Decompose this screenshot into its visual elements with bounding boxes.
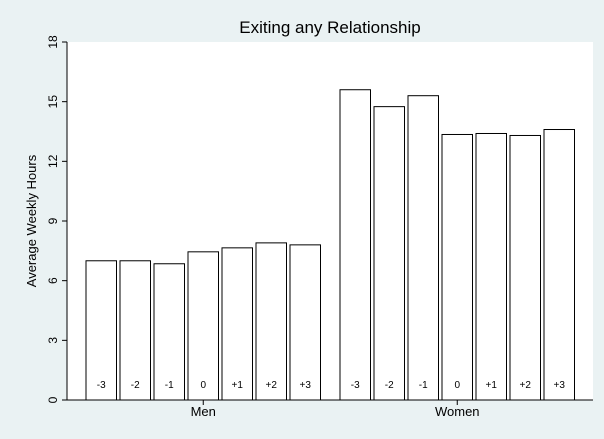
bar-label-men-4: +1 (232, 380, 244, 391)
y-tick-label-9: 9 (46, 217, 60, 224)
bar-label-men-3: 0 (200, 380, 206, 391)
bar-men-1 (119, 260, 151, 401)
bar-label-women-6: +3 (554, 380, 566, 391)
bar-men-4 (221, 247, 253, 401)
bar-label-women-5: +2 (520, 380, 532, 391)
y-tick-label-6: 6 (46, 277, 60, 284)
bar-men-3 (187, 251, 219, 401)
y-tick-label-0: 0 (46, 396, 60, 403)
bars: -3 -2 -1 0 +1 +2 +3 Men -3 -2 -1 0 +1 +2 +3 Women (85, 89, 575, 419)
bar-women-2 (407, 95, 439, 401)
bar-women-1 (373, 106, 405, 401)
bar-label-men-5: +2 (266, 380, 278, 391)
bar-men-6 (289, 244, 321, 401)
bar-women-4 (475, 132, 507, 401)
y-tick-label-3: 3 (46, 337, 60, 344)
chart-title: Exiting any Relationship (239, 18, 420, 37)
y-tick-label-12: 12 (46, 154, 60, 168)
bar-women-6 (543, 129, 575, 401)
y-axis-label: Average Weekly Hours (24, 154, 39, 287)
bar-men-0 (85, 260, 117, 401)
bar-men-5 (255, 242, 287, 401)
group-label-women: Women (435, 404, 480, 419)
bar-label-men-2: -1 (165, 380, 174, 391)
y-tick-label-15: 15 (46, 95, 60, 109)
bar-label-women-3: 0 (454, 380, 460, 391)
axes: 0 3 6 9 12 15 18 (46, 35, 593, 405)
bar-label-men-6: +3 (300, 380, 312, 391)
bar-label-men-1: -2 (131, 380, 140, 391)
bar-label-women-0: -3 (351, 380, 360, 391)
bar-label-men-0: -3 (97, 380, 106, 391)
group-label-men: Men (191, 404, 216, 419)
bar-label-women-2: -1 (419, 380, 428, 391)
bar-women-5 (509, 134, 541, 401)
bar-label-women-1: -2 (385, 380, 394, 391)
bar-women-3 (441, 133, 473, 401)
y-tick-label-18: 18 (46, 35, 60, 49)
bar-label-women-4: +1 (486, 380, 498, 391)
bar-women-0 (339, 89, 371, 401)
